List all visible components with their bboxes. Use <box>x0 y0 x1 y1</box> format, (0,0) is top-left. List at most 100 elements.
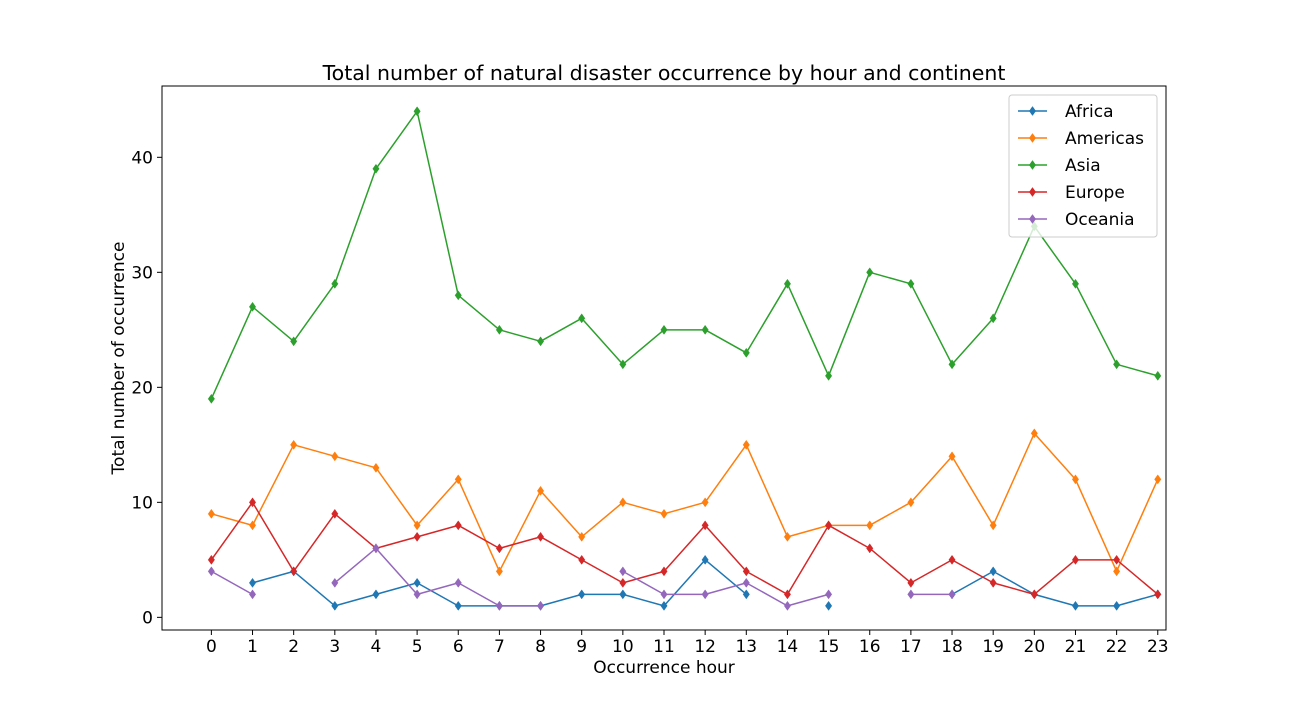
data-point-africa <box>742 589 750 600</box>
data-point-europe <box>660 566 668 577</box>
x-tick-label: 17 <box>900 637 922 657</box>
data-point-africa <box>331 600 339 611</box>
data-point-asia <box>742 347 750 358</box>
x-tick-label: 7 <box>494 637 505 657</box>
data-point-americas <box>783 531 791 542</box>
legend: Africa Americas Asia Europe Oceania <box>1008 94 1158 238</box>
data-point-africa <box>989 566 997 577</box>
data-point-americas <box>1071 474 1079 485</box>
data-point-africa <box>660 600 668 611</box>
x-tick-label: 5 <box>412 637 423 657</box>
legend-item-americas: Americas <box>1018 129 1144 149</box>
data-point-asia <box>825 370 833 381</box>
data-point-oceania <box>207 566 215 577</box>
y-axis-title: Total number of occurrence <box>109 242 129 476</box>
y-tick-label: 40 <box>131 148 153 168</box>
data-point-europe <box>413 531 421 542</box>
data-point-asia <box>495 324 503 335</box>
data-point-americas <box>290 439 298 450</box>
legend-marker <box>1028 106 1037 116</box>
data-point-americas <box>1154 474 1162 485</box>
data-point-oceania <box>249 589 257 600</box>
data-point-asia <box>783 278 791 289</box>
x-tick-label: 14 <box>777 637 799 657</box>
series-line-asia <box>210 110 1158 400</box>
series-africa <box>249 554 1162 611</box>
series-asia <box>207 106 1162 404</box>
x-tick-label: 4 <box>371 637 382 657</box>
legend-item-asia: Asia <box>1018 156 1101 176</box>
data-point-africa <box>578 589 586 600</box>
y-tick-label: 10 <box>131 493 153 513</box>
x-tick-label: 12 <box>694 637 716 657</box>
data-point-oceania <box>783 600 791 611</box>
data-point-asia <box>660 324 668 335</box>
x-tick-label: 19 <box>982 637 1004 657</box>
data-point-europe <box>866 543 874 554</box>
x-tick-label: 13 <box>735 637 757 657</box>
data-point-americas <box>866 520 874 531</box>
data-point-americas <box>537 485 545 496</box>
x-tick-label: 15 <box>818 637 840 657</box>
data-point-europe <box>537 531 545 542</box>
data-point-asia <box>989 313 997 324</box>
data-point-europe <box>578 554 586 565</box>
data-point-oceania <box>660 589 668 600</box>
data-point-americas <box>907 497 915 508</box>
data-point-asia <box>413 106 421 117</box>
data-point-africa <box>413 577 421 588</box>
data-point-africa <box>825 600 833 611</box>
x-axis-title: Occurrence hour <box>593 658 735 678</box>
data-point-europe <box>249 497 257 508</box>
data-point-asia <box>207 393 215 404</box>
data-point-europe <box>1071 554 1079 565</box>
data-point-europe <box>783 589 791 600</box>
data-point-europe <box>825 520 833 531</box>
y-tick-label: 20 <box>131 378 153 398</box>
data-point-europe <box>1154 589 1162 600</box>
data-point-americas <box>1113 566 1121 577</box>
legend-marker <box>1028 133 1037 143</box>
data-point-europe <box>331 508 339 519</box>
data-point-europe <box>619 577 627 588</box>
data-point-oceania <box>948 589 956 600</box>
data-point-oceania <box>825 589 833 600</box>
x-tick-label: 6 <box>453 637 464 657</box>
data-point-oceania <box>619 566 627 577</box>
data-point-americas <box>742 439 750 450</box>
legend-marker <box>1028 187 1037 197</box>
legend-label: Americas <box>1065 129 1144 149</box>
series-americas <box>207 428 1162 577</box>
data-point-africa <box>701 554 709 565</box>
data-point-africa <box>1071 600 1079 611</box>
series-line-oceania <box>211 570 253 596</box>
x-tick-label: 20 <box>1024 637 1046 657</box>
data-point-europe <box>907 577 915 588</box>
data-point-americas <box>495 566 503 577</box>
data-point-africa <box>619 589 627 600</box>
x-axis: 0 1 2 3 4 5 6 7 8 9 10 11 12 13 14 15 16 17 18 19 20 21 22 23 <box>206 630 1169 657</box>
data-point-asia <box>866 267 874 278</box>
data-point-asia <box>331 278 339 289</box>
data-point-americas <box>249 520 257 531</box>
data-point-asia <box>372 163 380 174</box>
y-tick-label: 0 <box>142 608 153 628</box>
series-line-americas <box>211 432 1159 573</box>
data-point-africa <box>1113 600 1121 611</box>
x-tick-label: 16 <box>859 637 881 657</box>
data-point-asia <box>290 336 298 347</box>
legend-item-africa: Africa <box>1018 102 1114 122</box>
data-point-oceania <box>331 577 339 588</box>
y-tick-label: 30 <box>131 263 153 283</box>
data-point-oceania <box>372 543 380 554</box>
data-point-europe <box>207 554 215 565</box>
data-point-asia <box>249 301 257 312</box>
data-point-oceania <box>742 577 750 588</box>
legend-label: Africa <box>1065 102 1114 122</box>
y-axis: 0 10 20 30 40 <box>131 148 162 628</box>
data-point-asia <box>1071 278 1079 289</box>
chart-title: Total number of natural disaster occurre… <box>322 61 1006 85</box>
x-tick-label: 22 <box>1106 637 1128 657</box>
x-tick-label: 3 <box>329 637 340 657</box>
